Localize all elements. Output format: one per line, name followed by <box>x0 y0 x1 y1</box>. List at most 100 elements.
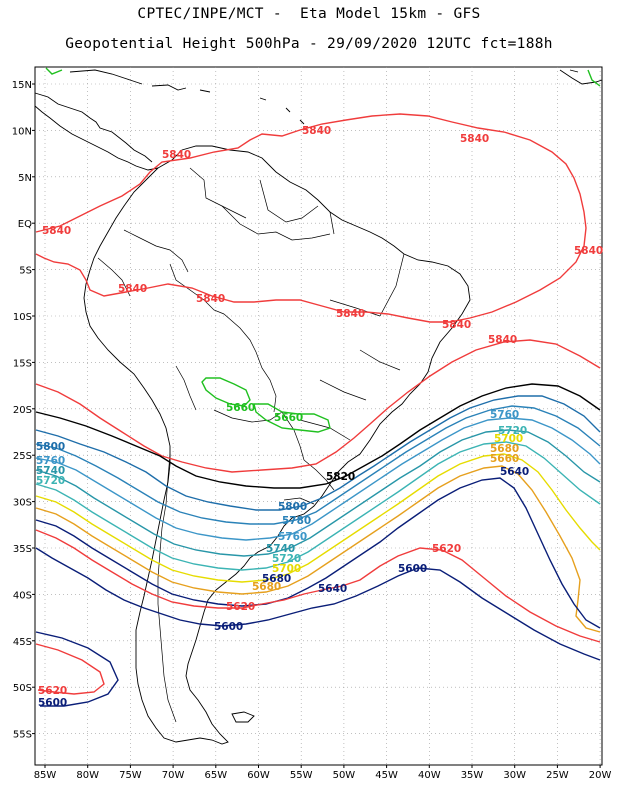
contour-5660-blob2 <box>253 403 331 433</box>
label-5840: 5840 <box>302 125 331 137</box>
label-5660: 5660 <box>226 402 255 414</box>
label-5840: 5840 <box>336 308 365 320</box>
contour-5840-south <box>35 339 601 473</box>
border-venezuela-brazil <box>221 205 331 241</box>
contour-5600-sw <box>35 631 119 707</box>
border-peru-bolivia <box>175 365 197 411</box>
border-peru-brazil <box>169 263 225 315</box>
label-5840: 5840 <box>196 293 225 305</box>
lat-tick-label: 15S <box>13 358 32 369</box>
coast-central-america <box>34 92 153 163</box>
lat-tick-label: 45S <box>13 637 32 648</box>
lat-tick-label: 40S <box>13 590 32 601</box>
lon-tick-label: 65W <box>204 770 227 781</box>
contour-5660-blob1 <box>201 377 251 407</box>
label-5620: 5620 <box>38 685 67 697</box>
coast-south-america <box>83 145 471 745</box>
label-5800: 5800 <box>36 441 65 453</box>
lat-tick-label: 10S <box>13 312 32 323</box>
lat-tick-label: 5S <box>19 266 32 277</box>
label-5620: 5620 <box>432 543 461 555</box>
contour-5620-sw <box>35 643 105 695</box>
contour-5700 <box>35 453 601 583</box>
contour-5800 <box>35 395 601 511</box>
contour-5660-corner <box>45 67 601 87</box>
label-5760: 5760 <box>36 455 65 467</box>
contour-5620 <box>35 529 601 643</box>
lon-tick-label: 45W <box>375 770 398 781</box>
label-5760: 5760 <box>278 531 307 543</box>
border-colombia-venezuela <box>189 167 247 219</box>
label-5840: 5840 <box>442 319 471 331</box>
lon-tick-label: 85W <box>34 770 57 781</box>
lon-tick-label: 20W <box>589 770 612 781</box>
label-5840: 5840 <box>118 283 147 295</box>
border-ecuador-peru <box>97 257 131 297</box>
label-5640: 5640 <box>318 583 347 595</box>
coast-caribbean-islands <box>199 69 579 125</box>
label-5840: 5840 <box>42 225 71 237</box>
coast-central-america-pacific <box>34 105 159 171</box>
country-borders <box>97 167 405 723</box>
coast-cuba <box>69 69 143 85</box>
label-5620: 5620 <box>226 601 255 613</box>
lon-tick-label: 35W <box>461 770 484 781</box>
lon-tick-label: 70W <box>162 770 185 781</box>
coastlines <box>34 69 603 745</box>
contour-5640 <box>35 477 601 629</box>
label-5700: 5700 <box>494 433 523 445</box>
map-subtitle: Geopotential Height 500hPa - 29/09/2020 … <box>65 36 553 52</box>
lat-tick-label: 15N <box>12 80 32 91</box>
lon-tick-label: 80W <box>76 770 99 781</box>
label-5800: 5800 <box>278 501 307 513</box>
label-5680: 5680 <box>262 573 291 585</box>
lon-tick-label: 55W <box>290 770 313 781</box>
axis-labels: 15N 10N 5N EQ 5S 10S 15S 20S 25S 30S 35S 40S 45S 50S 5… <box>12 80 612 781</box>
label-5600: 5600 <box>214 621 243 633</box>
label-5840: 5840 <box>162 149 191 161</box>
contour-5600 <box>35 547 601 661</box>
label-5740: 5740 <box>36 465 65 477</box>
label-5720: 5720 <box>272 553 301 565</box>
contour-lines <box>35 67 601 707</box>
border-guianas <box>259 179 335 235</box>
lat-tick-label: 5N <box>18 173 32 184</box>
border-bolivia-paraguay <box>213 409 283 423</box>
lon-tick-label: 75W <box>119 770 142 781</box>
label-5840: 5840 <box>574 245 603 257</box>
contour-labels: 5840 5840 5840 5840 5840 5840 5840 5840 … <box>36 125 603 709</box>
border-bolivia-brazil <box>223 313 277 413</box>
label-5660: 5660 <box>274 412 303 424</box>
border-argentina-chile <box>157 453 177 723</box>
contour-5780 <box>35 405 601 525</box>
label-5740: 5740 <box>266 543 295 555</box>
label-5840: 5840 <box>488 334 517 346</box>
label-5680: 5680 <box>490 443 519 455</box>
label-5640: 5640 <box>500 466 529 478</box>
coast-falklands <box>231 711 255 723</box>
label-5760: 5760 <box>490 409 519 421</box>
lat-tick-label: 25S <box>13 451 32 462</box>
lon-tick-label: 40W <box>418 770 441 781</box>
lon-tick-label: 60W <box>247 770 270 781</box>
label-5700: 5700 <box>272 563 301 575</box>
lon-tick-label: 25W <box>546 770 569 781</box>
label-5780: 5780 <box>282 515 311 527</box>
contour-5680 <box>35 465 601 633</box>
lat-tick-label: EQ <box>18 219 32 230</box>
label-5720: 5720 <box>498 425 527 437</box>
lat-tick-label: 30S <box>13 498 32 509</box>
contour-5760 <box>35 417 601 541</box>
border-brazil-states <box>299 253 405 441</box>
contour-5720 <box>35 441 601 571</box>
lat-tick-label: 20S <box>13 405 32 416</box>
lat-tick-label: 50S <box>13 683 32 694</box>
label-5720: 5720 <box>36 475 65 487</box>
border-uruguay <box>283 497 315 505</box>
label-5840: 5840 <box>460 133 489 145</box>
border-paraguay-brazil <box>281 411 305 461</box>
map-title: CPTEC/INPE/MCT - Eta Model 15km - GFS <box>137 6 481 22</box>
label-5680: 5680 <box>252 581 281 593</box>
coast-hispaniola <box>151 84 187 91</box>
